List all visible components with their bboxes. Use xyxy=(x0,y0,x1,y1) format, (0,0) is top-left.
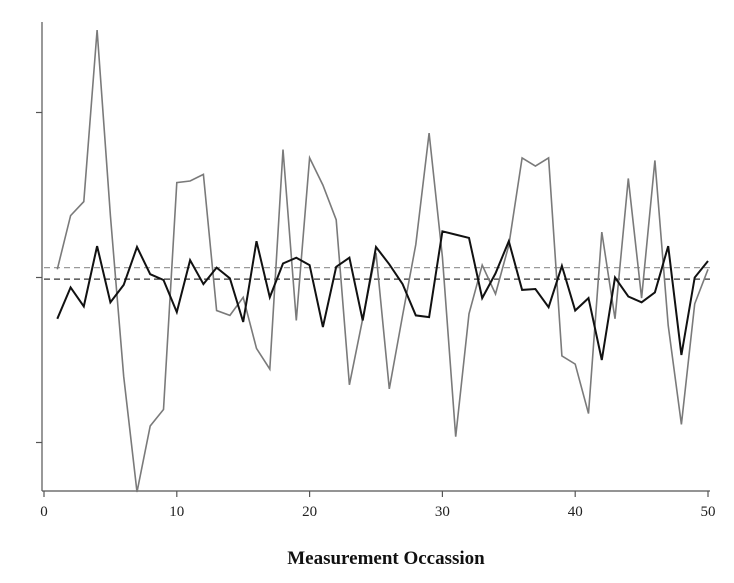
x-tick-label: 50 xyxy=(701,504,716,520)
series-line-2 xyxy=(56,230,709,361)
series-group xyxy=(56,29,709,493)
series-line-1 xyxy=(56,29,709,493)
x-tick-label: 30 xyxy=(435,504,450,520)
chart-axes xyxy=(41,22,710,492)
y-axis-ticks xyxy=(36,111,42,444)
x-axis-ticks: 0 10 20 30 40 50 xyxy=(40,491,716,520)
x-tick-label: 40 xyxy=(568,504,583,520)
x-tick-label: 20 xyxy=(302,504,317,520)
x-tick-label: 0 xyxy=(40,504,48,520)
x-axis-title: Measurement Occassion xyxy=(287,548,485,569)
x-tick-label: 10 xyxy=(169,504,184,520)
